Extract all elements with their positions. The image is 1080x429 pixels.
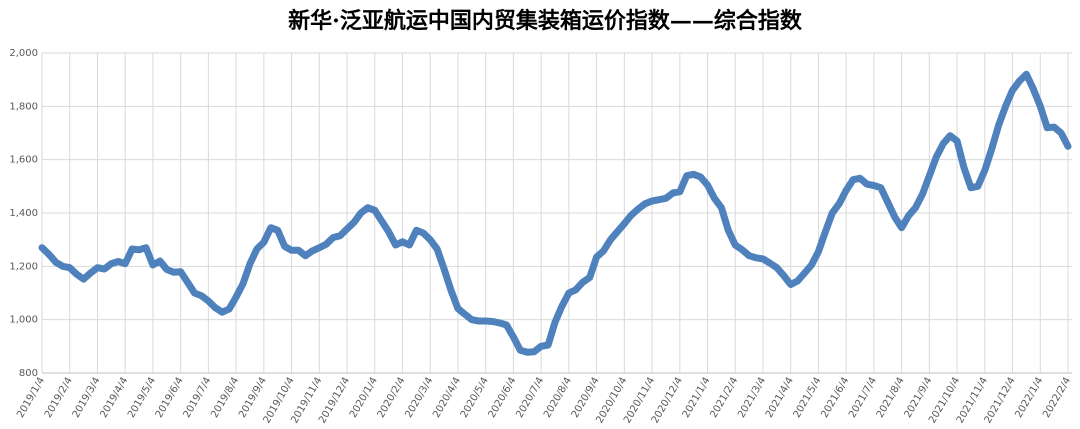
line-series: [38, 70, 1072, 356]
x-tick-label: 2021/1/4: [681, 376, 713, 420]
x-tick-label: 2020/5/4: [459, 375, 491, 419]
y-tick-label: 1,800: [9, 101, 38, 112]
y-tick-label: 1,400: [9, 208, 38, 219]
x-tick-label: 2021/3/4: [736, 376, 768, 420]
x-tick-label: 2021/4/4: [764, 376, 796, 420]
x-tick-label: 2020/6/4: [487, 376, 519, 420]
x-tick-label: 2019/5/4: [126, 376, 158, 420]
x-tick-label: 2019/8/4: [209, 376, 241, 420]
x-tick-label: 2021/6/4: [819, 376, 851, 420]
chart-title: 新华·泛亚航运中国内贸集装箱运价指数——综合指数: [288, 8, 803, 34]
x-tick-label: 2021/5/4: [792, 376, 824, 420]
y-tick-label: 2,000: [9, 48, 38, 59]
x-tick-label: 2022/1/4: [1013, 376, 1045, 420]
y-tick-label: 1,600: [9, 155, 38, 166]
y-tick-label: 1,200: [9, 261, 38, 272]
x-tick-label: 2020/4/4: [431, 376, 463, 420]
x-tick-label: 2019/3/4: [71, 376, 103, 420]
x-tick-label: 2019/1/4: [15, 376, 47, 420]
x-tick-label: 2021/2/4: [708, 376, 740, 420]
x-tick-label: 2020/3/4: [403, 376, 435, 420]
x-tick-label: 2020/2/4: [376, 376, 408, 420]
y-tick-label: 800: [19, 368, 38, 379]
x-tick-label: 2020/1/4: [348, 376, 380, 420]
x-tick-label: 2022/2/4: [1041, 376, 1073, 420]
x-tick-label: 2021/8/4: [875, 376, 907, 420]
x-tick-label: 2019/2/4: [43, 376, 75, 420]
y-tick-label: 1,000: [9, 315, 38, 326]
x-tick-label: 2019/9/4: [237, 376, 269, 420]
x-tick-label: 2019/4/4: [98, 376, 130, 420]
x-tick-label: 2020/8/4: [542, 376, 574, 420]
x-tick-label: 2020/7/4: [514, 376, 546, 420]
x-tick-label: 2021/7/4: [847, 376, 879, 420]
x-tick-label: 2019/6/4: [154, 376, 186, 420]
x-tick-label: 2021/9/4: [903, 376, 935, 420]
x-tick-label: 2019/7/4: [182, 376, 214, 420]
x-tick-label: 2020/9/4: [570, 376, 602, 420]
